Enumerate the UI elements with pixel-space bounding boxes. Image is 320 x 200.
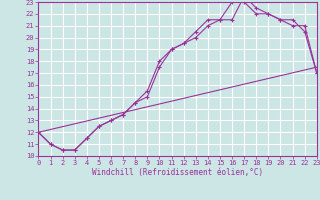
X-axis label: Windchill (Refroidissement éolien,°C): Windchill (Refroidissement éolien,°C) (92, 168, 263, 177)
